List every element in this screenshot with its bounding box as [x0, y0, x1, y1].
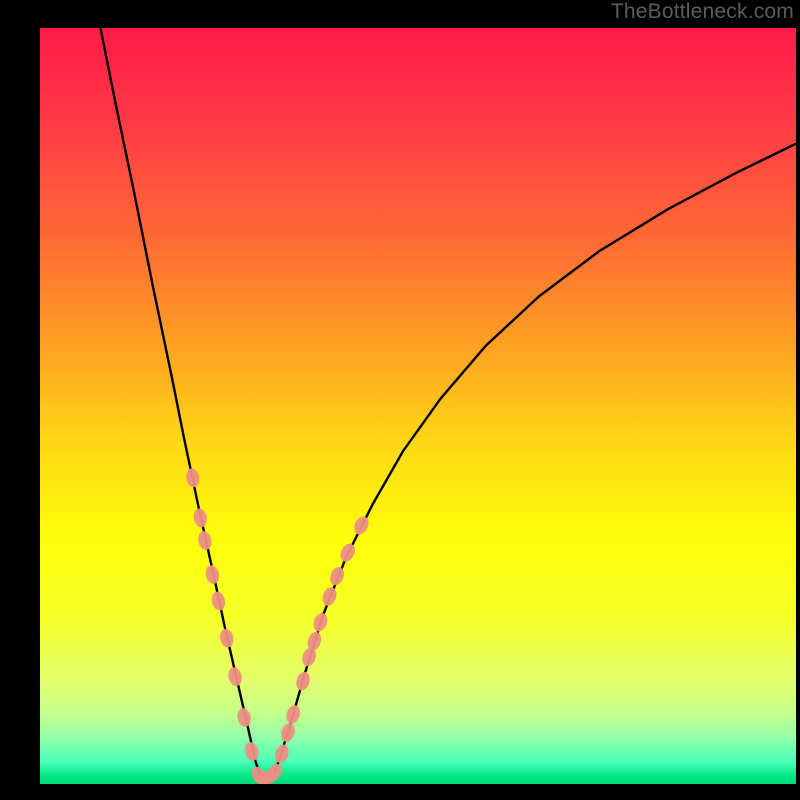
scatter-markers	[185, 467, 372, 784]
watermark-label: TheBottleneck.com	[611, 0, 794, 24]
scatter-marker	[327, 565, 346, 588]
scatter-marker	[196, 530, 213, 551]
scatter-marker	[227, 666, 244, 687]
scatter-marker	[284, 703, 302, 725]
scatter-marker	[243, 741, 260, 763]
scatter-marker	[204, 564, 221, 585]
scatter-marker	[279, 722, 297, 744]
scatter-marker	[351, 514, 371, 537]
scatter-marker	[192, 507, 208, 528]
scatter-marker	[185, 467, 201, 488]
scatter-marker	[218, 627, 235, 648]
scatter-marker	[236, 707, 253, 728]
scatter-marker	[311, 611, 329, 633]
scatter-marker	[273, 743, 291, 765]
marker-layer	[40, 28, 796, 784]
plot-area	[40, 28, 796, 784]
scatter-marker	[294, 670, 312, 692]
scatter-marker	[210, 590, 227, 611]
scatter-marker	[338, 541, 358, 564]
scatter-marker	[320, 585, 339, 607]
